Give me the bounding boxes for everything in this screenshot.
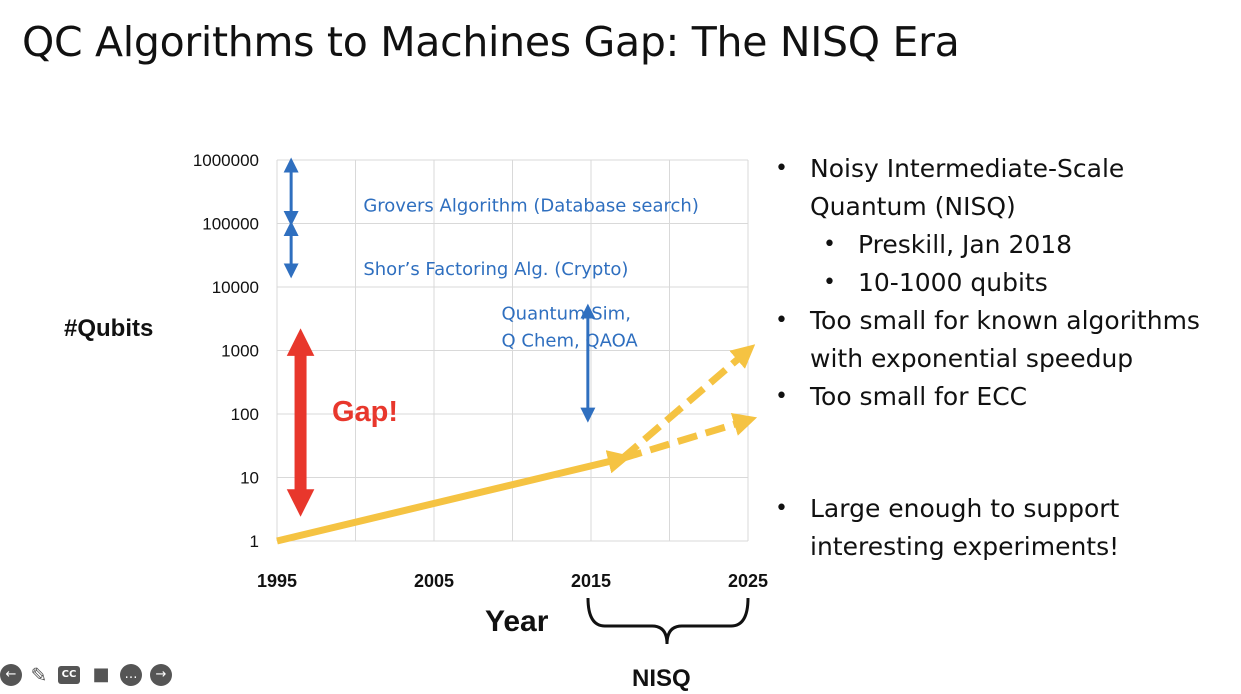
sub-bullet-text: 10-1000 qubits (858, 268, 1048, 297)
x-tick-label: 2015 (571, 571, 611, 591)
bullet-dot: • (823, 232, 836, 257)
bullet-text: Quantum (NISQ) (810, 192, 1016, 221)
y-tick-label: 10 (240, 469, 259, 488)
y-tick-label: 10000 (212, 278, 259, 297)
bullet-dot: • (775, 496, 788, 521)
y-axis-label: #Qubits (64, 315, 153, 342)
bullet-dot: • (775, 308, 788, 333)
annotation-label: Q Chem, QAOA (502, 330, 639, 351)
bullet-text: with exponential speedup (810, 344, 1134, 373)
x-tick-label: 2025 (728, 571, 768, 591)
annotations: Grovers Algorithm (Database search) Shor’… (283, 157, 699, 517)
y-tick-label: 100 (231, 405, 259, 424)
y-tick-labels: 1 10 100 1000 10000 100000 1000000 (193, 151, 259, 551)
annotation-label: Shor’s Factoring Alg. (Crypto) (363, 259, 628, 280)
series-line-3 (621, 412, 758, 462)
annotation-label: Grovers Algorithm (Database search) (363, 195, 699, 216)
cc-icon[interactable]: CC (58, 666, 80, 684)
bullet-text: Too small for known algorithms (810, 306, 1200, 335)
series (276, 344, 758, 545)
bullet-text: Large enough to support (810, 494, 1120, 523)
page-title: QC Algorithms to Machines Gap: The NISQ … (22, 18, 960, 66)
y-tick-label: 1 (250, 532, 259, 551)
more-icon[interactable]: … (120, 664, 142, 686)
back-icon[interactable]: ← (0, 664, 22, 686)
pen-icon[interactable]: ✎ (30, 663, 48, 687)
forward-icon[interactable]: → (150, 664, 172, 686)
nisq-bracket (586, 597, 750, 645)
annotation-label: Quantum Sim, (502, 303, 631, 324)
camera-off-icon[interactable]: ■ (92, 664, 110, 685)
sub-bullet-text: Preskill, Jan 2018 (858, 230, 1073, 259)
nisq-label: NISQ (632, 665, 691, 692)
series-line-1 (276, 450, 632, 545)
bullet-text: interesting experiments! (810, 532, 1120, 561)
bullet-dot: • (823, 270, 836, 295)
x-tick-label: 2005 (414, 571, 454, 591)
bullet-dot: • (775, 156, 788, 181)
x-tick-labels: 1995 2005 2015 2025 (257, 571, 768, 591)
y-tick-label: 1000 (221, 342, 259, 361)
bullet-dot: • (775, 384, 788, 409)
y-tick-label: 100000 (202, 215, 259, 234)
y-tick-label: 1000000 (193, 151, 259, 170)
gap-label: Gap! (332, 396, 398, 428)
bullet-text: Too small for ECC (810, 382, 1028, 411)
x-axis-label: Year (485, 605, 549, 638)
bullet-text: Noisy Intermediate-Scale (810, 154, 1125, 183)
x-tick-label: 1995 (257, 571, 297, 591)
